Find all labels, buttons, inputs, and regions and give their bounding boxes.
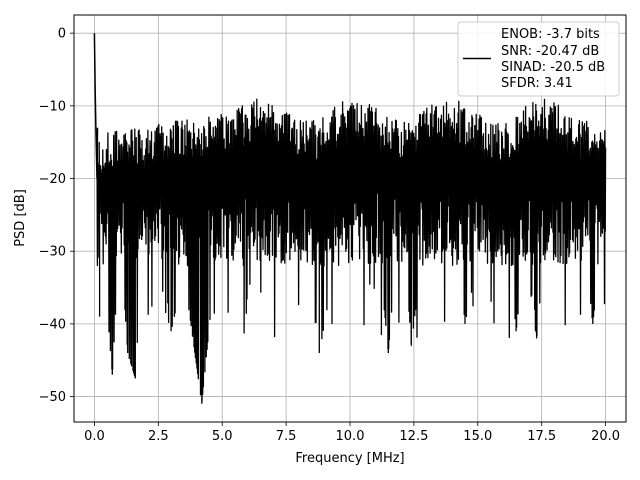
legend-entry-sfdr: SFDR: 3.41 <box>501 76 573 91</box>
x-tick-label: 20.0 <box>591 429 620 444</box>
dc-spike-line <box>93 33 99 179</box>
y-axis: 0 −10 −20 −30 −40 −50 <box>39 27 74 405</box>
series-layer <box>93 33 607 404</box>
x-tick-label: 15.0 <box>463 429 492 444</box>
y-tick-label: −40 <box>39 317 66 332</box>
x-tick-label: 2.5 <box>148 429 169 444</box>
legend-entry-sinad: SINAD: -20.5 dB <box>501 60 605 75</box>
y-tick-label: −50 <box>39 390 66 405</box>
y-tick-label: 0 <box>58 27 66 42</box>
x-tick-label: 0.0 <box>84 429 105 444</box>
legend-entry-snr: SNR: -20.47 dB <box>501 44 599 59</box>
x-tick-label: 17.5 <box>527 429 556 444</box>
y-axis-label: PSD [dB] <box>13 189 28 247</box>
x-tick-label: 12.5 <box>399 429 428 444</box>
legend-box <box>457 21 620 97</box>
y-tick-label: −30 <box>39 245 66 260</box>
x-axis: 0.0 2.5 5.0 7.5 10.0 12.5 15.0 17.5 20.0 <box>84 422 620 444</box>
y-tick-label: −10 <box>39 99 66 114</box>
x-tick-label: 10.0 <box>336 429 365 444</box>
psd-series-line <box>96 98 607 404</box>
x-axis-label: Frequency [MHz] <box>295 451 404 466</box>
legend-entry-enob: ENOB: -3.7 bits <box>501 27 600 42</box>
y-tick-label: −20 <box>39 172 66 187</box>
x-tick-label: 7.5 <box>276 429 297 444</box>
legend: ENOB: -3.7 bits SNR: -20.47 dB SINAD: -2… <box>457 21 620 97</box>
x-tick-label: 5.0 <box>212 429 233 444</box>
